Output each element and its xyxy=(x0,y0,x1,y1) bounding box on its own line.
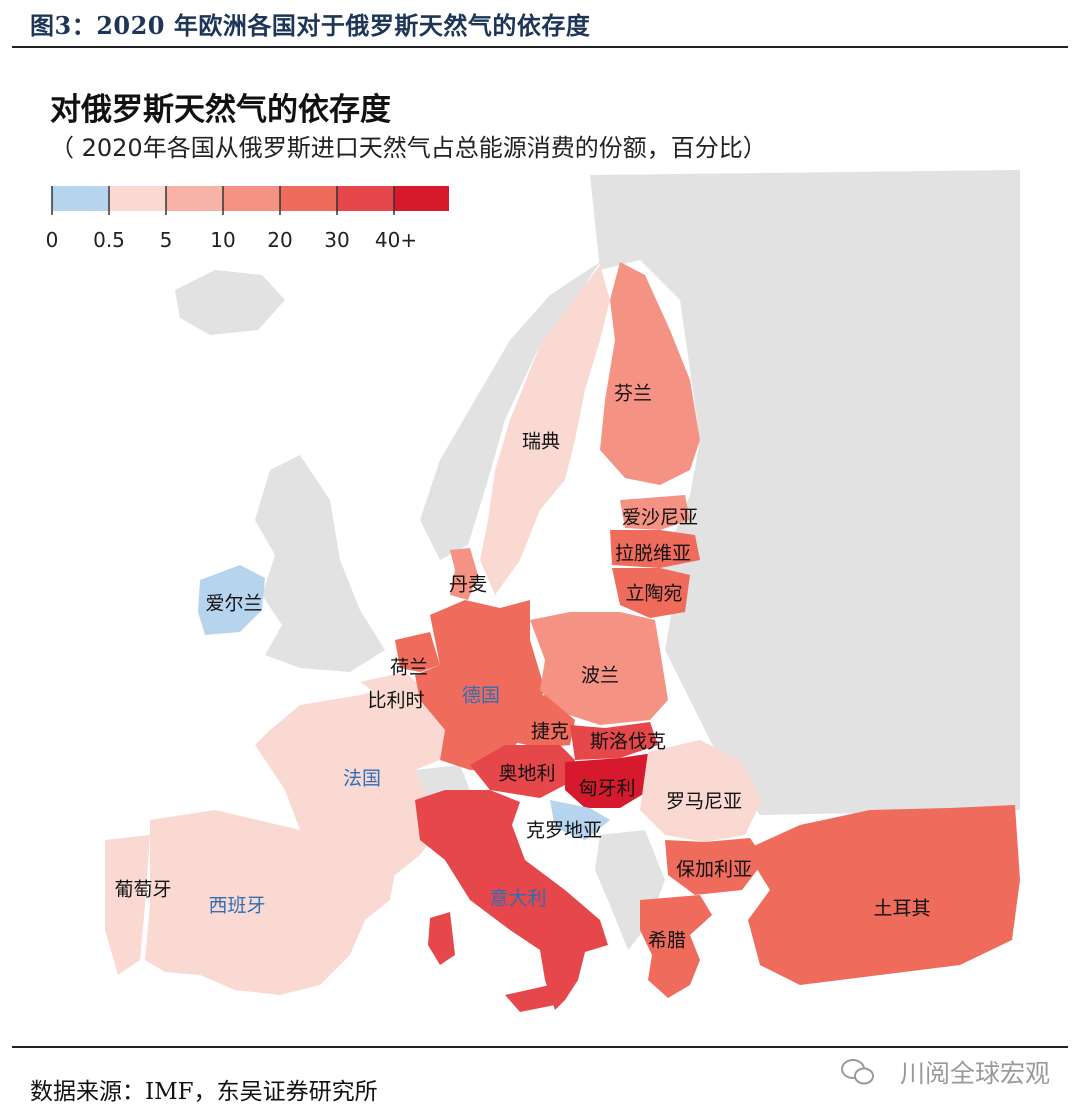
label-austria: 奥地利 xyxy=(498,762,556,785)
label-denmark: 丹麦 xyxy=(448,573,488,596)
region-romania xyxy=(640,740,762,842)
region-denmark xyxy=(450,548,478,600)
legend-tick-label: 40+ xyxy=(374,228,418,252)
label-poland: 波兰 xyxy=(580,664,620,687)
legend-tick-label: 5 xyxy=(159,228,173,252)
legend-tick-label: 30 xyxy=(324,228,350,252)
region-finland xyxy=(600,262,700,485)
label-romania: 罗马尼亚 xyxy=(665,790,743,813)
legend-colorbar xyxy=(51,186,449,215)
label-germany: 德国 xyxy=(461,684,501,707)
region-sweden xyxy=(480,265,610,595)
legend-tick-label: 0 xyxy=(45,228,59,252)
label-turkey: 土耳其 xyxy=(873,897,931,920)
label-belgium: 比利时 xyxy=(367,689,425,712)
legend-tick-label: 20 xyxy=(267,228,293,252)
region-lithuania xyxy=(612,568,690,618)
label-lithuania: 立陶宛 xyxy=(625,582,683,605)
region-france xyxy=(255,690,445,875)
label-czech: 捷克 xyxy=(530,720,570,743)
legend-swatch-0 xyxy=(52,186,109,211)
region-hungary xyxy=(565,752,660,808)
label-latvia: 拉脱维亚 xyxy=(614,542,692,565)
label-croatia: 克罗地亚 xyxy=(525,819,603,842)
region-ireland xyxy=(198,565,265,635)
region-turkey xyxy=(745,805,1020,985)
legend-tick-labels: 0 0.5 5 10 20 30 40+ xyxy=(38,228,498,258)
source-note: 数据来源：IMF，东吴证券研究所 xyxy=(30,1079,378,1105)
legend-swatch-4 xyxy=(280,186,337,211)
wechat-icon xyxy=(841,1059,874,1085)
region-spain xyxy=(145,810,395,995)
label-sweden: 瑞典 xyxy=(521,430,561,453)
region-sardinia xyxy=(428,912,455,965)
map-subtitle: （ 2020年各国从俄罗斯进口天然气占总能源消费的份额，百分比） xyxy=(50,134,767,162)
legend-tick-marks xyxy=(51,186,395,215)
region-slovakia xyxy=(570,722,658,760)
label-netherlands: 荷兰 xyxy=(389,656,429,679)
legend-swatch-2 xyxy=(166,186,223,211)
region-bulgaria xyxy=(665,838,765,895)
label-slovakia: 斯洛伐克 xyxy=(589,730,667,753)
label-france: 法国 xyxy=(342,767,382,790)
label-spain: 西班牙 xyxy=(208,894,266,917)
region-belgium xyxy=(360,672,425,712)
region-greece xyxy=(640,895,712,998)
bottom-divider xyxy=(12,1046,1068,1048)
map-title: 对俄罗斯天然气的依存度 xyxy=(50,92,391,128)
legend-swatch-3 xyxy=(223,186,280,211)
legend-tick-label: 0.5 xyxy=(93,228,125,252)
label-italy: 意大利 xyxy=(489,887,547,910)
region-latvia xyxy=(610,530,700,568)
region-croatia xyxy=(550,800,610,840)
label-estonia: 爱沙尼亚 xyxy=(621,506,699,529)
region-netherlands xyxy=(395,632,440,672)
land-russia-east xyxy=(590,170,1020,815)
land-norway xyxy=(420,262,600,560)
region-estonia xyxy=(620,495,690,530)
legend-swatch-5 xyxy=(337,186,394,211)
figure-caption: 图3：2020 年欧洲各国对于俄罗斯天然气的依存度 xyxy=(30,11,591,40)
region-portugal xyxy=(105,835,150,975)
label-portugal: 葡萄牙 xyxy=(114,878,172,901)
legend-swatch-1 xyxy=(109,186,166,211)
region-austria xyxy=(470,745,575,798)
legend-tick-label: 10 xyxy=(210,228,236,252)
legend-swatch-6 xyxy=(394,186,449,211)
land-iceland xyxy=(175,270,285,335)
region-poland xyxy=(530,612,668,725)
label-finland: 芬兰 xyxy=(613,382,653,405)
label-ireland: 爱尔兰 xyxy=(205,592,263,615)
watermark-text: 川阅全球宏观 xyxy=(899,1059,1050,1088)
land-uk xyxy=(255,455,385,672)
region-italy xyxy=(415,790,608,1010)
label-bulgaria: 保加利亚 xyxy=(675,858,753,881)
label-greece: 希腊 xyxy=(647,929,687,952)
region-sicily xyxy=(505,985,555,1012)
label-hungary: 匈牙利 xyxy=(578,777,636,800)
region-czech xyxy=(505,695,575,748)
top-divider xyxy=(12,46,1068,48)
watermark: 川阅全球宏观 xyxy=(858,1054,1050,1090)
